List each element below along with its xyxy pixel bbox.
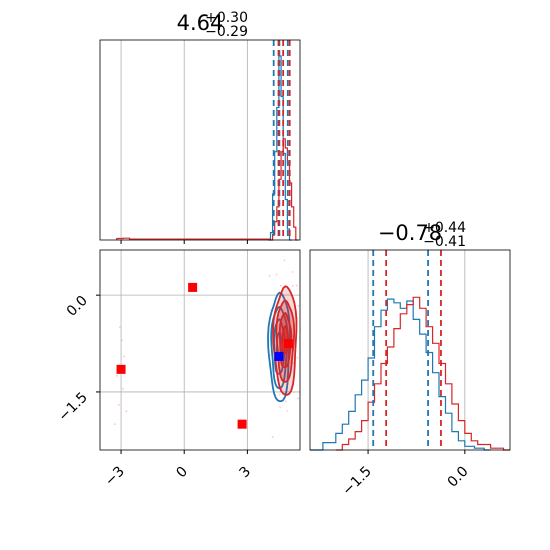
title-lower-error: −0.29: [205, 24, 248, 40]
sample-point: [295, 284, 298, 287]
sample-point: [122, 387, 125, 390]
y-tick-label: 0.0: [64, 293, 91, 320]
sample-point: [297, 304, 300, 307]
sample-point: [117, 403, 120, 406]
blue-contour-level: [270, 305, 289, 390]
sample-point: [115, 374, 118, 377]
histogram-series: [310, 298, 491, 451]
panel-title: −0.78: [378, 221, 442, 245]
title-upper-error: +0.44: [423, 220, 466, 236]
x-tick-label: 0.0: [445, 464, 472, 491]
sample-point: [291, 271, 294, 274]
sample-point: [278, 393, 281, 396]
point-marker: [237, 419, 247, 429]
marginal-panel-y: −1.5 0.0 −0.78 +0.44 −0.41: [309, 220, 511, 499]
x-tick-label: −1.5: [340, 464, 375, 499]
sample-point: [283, 259, 286, 262]
panel-frame: [99, 249, 301, 451]
x-tick-label: −3: [102, 464, 128, 490]
sample-point: [286, 293, 289, 296]
sample-point: [123, 355, 126, 358]
x-tick-label: 0: [173, 464, 191, 482]
sample-point: [113, 423, 116, 426]
sample-point: [268, 274, 271, 277]
marginal-panel-x: 4.64 +0.30 −0.29: [99, 10, 301, 244]
histogram-series: [335, 296, 510, 451]
title-lower-error: −0.41: [423, 234, 466, 250]
point-marker: [188, 282, 198, 292]
x-tick-label: 3: [237, 464, 255, 482]
joint-panel: −3 0 3 0.0 −1.5: [55, 249, 301, 490]
panel-title: 4.64: [177, 11, 224, 35]
sample-point: [296, 397, 299, 400]
panel-frame: [309, 249, 511, 451]
sample-point: [284, 400, 287, 403]
sample-point: [286, 409, 289, 412]
sample-point: [119, 326, 121, 329]
panel-frame: [99, 39, 301, 241]
point-marker: [116, 364, 126, 374]
sample-point: [275, 273, 278, 276]
sample-point: [121, 339, 124, 342]
sample-point: [292, 391, 295, 394]
y-tick-label: −1.5: [55, 389, 90, 424]
sample-point: [125, 410, 128, 413]
sample-point: [279, 284, 282, 287]
histogram-series: [116, 138, 298, 241]
sample-point: [279, 406, 282, 409]
blue-contour-level: [267, 291, 291, 403]
title-upper-error: +0.30: [205, 10, 248, 26]
point-marker: [283, 339, 293, 349]
point-marker: [274, 351, 284, 361]
sample-point: [271, 436, 274, 439]
sample-point: [291, 284, 294, 287]
sample-point: [296, 356, 299, 359]
